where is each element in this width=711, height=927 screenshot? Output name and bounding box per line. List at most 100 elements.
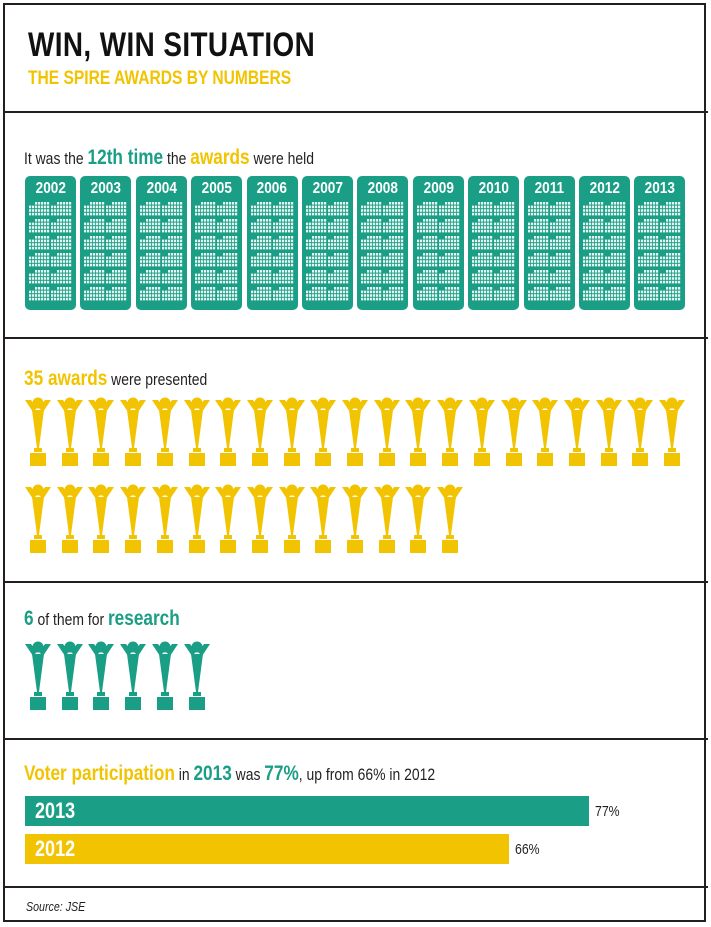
award-trophy bbox=[25, 483, 51, 562]
trophy-icon bbox=[627, 397, 654, 466]
award-trophy bbox=[278, 396, 305, 475]
award-trophy bbox=[151, 396, 178, 475]
trophy-icon bbox=[183, 641, 210, 710]
divider bbox=[3, 738, 708, 740]
award-trophy bbox=[373, 396, 400, 475]
research-trophy bbox=[88, 640, 115, 719]
calendar-2012: 2012 bbox=[579, 176, 630, 310]
calendar-2009: 2009 bbox=[412, 176, 464, 310]
trophy-icon bbox=[278, 484, 305, 553]
award-trophy bbox=[500, 396, 527, 475]
award-trophy bbox=[246, 396, 273, 475]
trophy-icon bbox=[25, 484, 51, 553]
award-trophy bbox=[88, 396, 115, 475]
award-trophy bbox=[25, 396, 51, 475]
research-trophy bbox=[183, 640, 210, 719]
trophy-icon bbox=[88, 641, 115, 710]
calendar-2006: 2006 bbox=[246, 176, 298, 310]
calendar-year-label: 2011 bbox=[534, 180, 564, 197]
calendar-2003: 2003 bbox=[80, 176, 132, 310]
award-trophy bbox=[659, 396, 685, 475]
award-trophy bbox=[88, 483, 115, 562]
award-trophy bbox=[151, 483, 178, 562]
bar-2012: 2012 bbox=[25, 834, 509, 864]
calendar-year-label: 2013 bbox=[644, 180, 676, 197]
award-trophy bbox=[342, 483, 368, 562]
trophy-icon bbox=[151, 641, 178, 710]
award-trophy bbox=[183, 396, 210, 475]
bar-2013: 2013 bbox=[25, 796, 590, 826]
calendar-year-label: 2004 bbox=[146, 180, 177, 197]
calendar-months-icon bbox=[139, 202, 182, 301]
award-trophy bbox=[627, 396, 654, 475]
source-note: Source: JSE bbox=[26, 899, 86, 914]
divider bbox=[3, 337, 708, 339]
trophy-icon bbox=[437, 397, 464, 466]
trophy-icon bbox=[468, 397, 495, 466]
calendar-year-label: 2006 bbox=[256, 180, 288, 197]
calendar-months-icon bbox=[416, 202, 459, 301]
research-trophy bbox=[56, 640, 83, 719]
calendar-year-label: 2008 bbox=[367, 180, 399, 197]
trophy-icon bbox=[56, 397, 83, 466]
award-trophy bbox=[310, 396, 337, 475]
research-trophy bbox=[120, 640, 147, 719]
calendar-2008: 2008 bbox=[357, 176, 409, 310]
trophy-icon bbox=[373, 484, 400, 553]
calendar-year-label: 2010 bbox=[478, 180, 509, 197]
calendar-months-icon bbox=[84, 202, 127, 301]
award-trophy bbox=[342, 396, 368, 475]
divider bbox=[3, 886, 708, 888]
trophy-icon bbox=[246, 484, 273, 553]
award-trophy bbox=[437, 483, 464, 562]
award-trophy bbox=[215, 483, 242, 562]
award-trophy bbox=[56, 483, 83, 562]
calendar-year-label: 2003 bbox=[90, 180, 122, 197]
award-trophy bbox=[373, 483, 400, 562]
calendar-2013: 2013 bbox=[634, 176, 686, 310]
awards-presented-text: 35 awards were presented bbox=[24, 367, 208, 390]
calendar-year-label: 2012 bbox=[589, 180, 620, 197]
trophy-icon bbox=[88, 484, 115, 553]
calendar-2004: 2004 bbox=[135, 176, 187, 310]
award-trophy bbox=[595, 396, 622, 475]
bar-value-label: 66% bbox=[514, 841, 540, 858]
trophy-icon bbox=[56, 641, 83, 710]
trophy-icon bbox=[25, 397, 51, 466]
award-trophy bbox=[246, 483, 273, 562]
calendar-year-label: 2009 bbox=[423, 180, 454, 197]
trophy-icon bbox=[25, 641, 51, 710]
infographic-frame bbox=[3, 3, 706, 922]
award-trophy bbox=[532, 396, 559, 475]
award-trophy bbox=[56, 396, 83, 475]
research-trophy bbox=[25, 640, 51, 719]
trophy-icon bbox=[342, 484, 368, 553]
trophy-icon bbox=[342, 397, 368, 466]
divider bbox=[3, 581, 708, 583]
trophy-icon bbox=[183, 484, 210, 553]
trophy-icon bbox=[373, 397, 400, 466]
calendar-2011: 2011 bbox=[523, 176, 575, 310]
bar-value-label: 77% bbox=[595, 803, 621, 820]
trophy-icon bbox=[183, 397, 210, 466]
calendar-months-icon bbox=[195, 202, 238, 301]
trophy-icon bbox=[310, 397, 337, 466]
trophy-icon bbox=[120, 397, 147, 466]
calendar-months-icon bbox=[638, 202, 681, 301]
calendar-year-label: 2005 bbox=[201, 180, 232, 197]
award-trophy bbox=[437, 396, 464, 475]
award-trophy bbox=[120, 483, 147, 562]
page-title: WIN, WIN SITUATION bbox=[28, 26, 316, 64]
times-held-text: It was the 12th time the awards were hel… bbox=[24, 146, 314, 169]
trophy-icon bbox=[310, 484, 337, 553]
calendar-months-icon bbox=[472, 202, 515, 301]
award-trophy bbox=[310, 483, 337, 562]
trophy-icon bbox=[278, 397, 305, 466]
calendar-months-icon bbox=[250, 202, 293, 301]
trophy-icon bbox=[56, 484, 83, 553]
calendar-months-icon bbox=[29, 202, 72, 301]
trophy-icon bbox=[215, 484, 242, 553]
research-trophy bbox=[151, 640, 178, 719]
trophy-icon bbox=[151, 397, 178, 466]
trophy-icon bbox=[120, 484, 147, 553]
